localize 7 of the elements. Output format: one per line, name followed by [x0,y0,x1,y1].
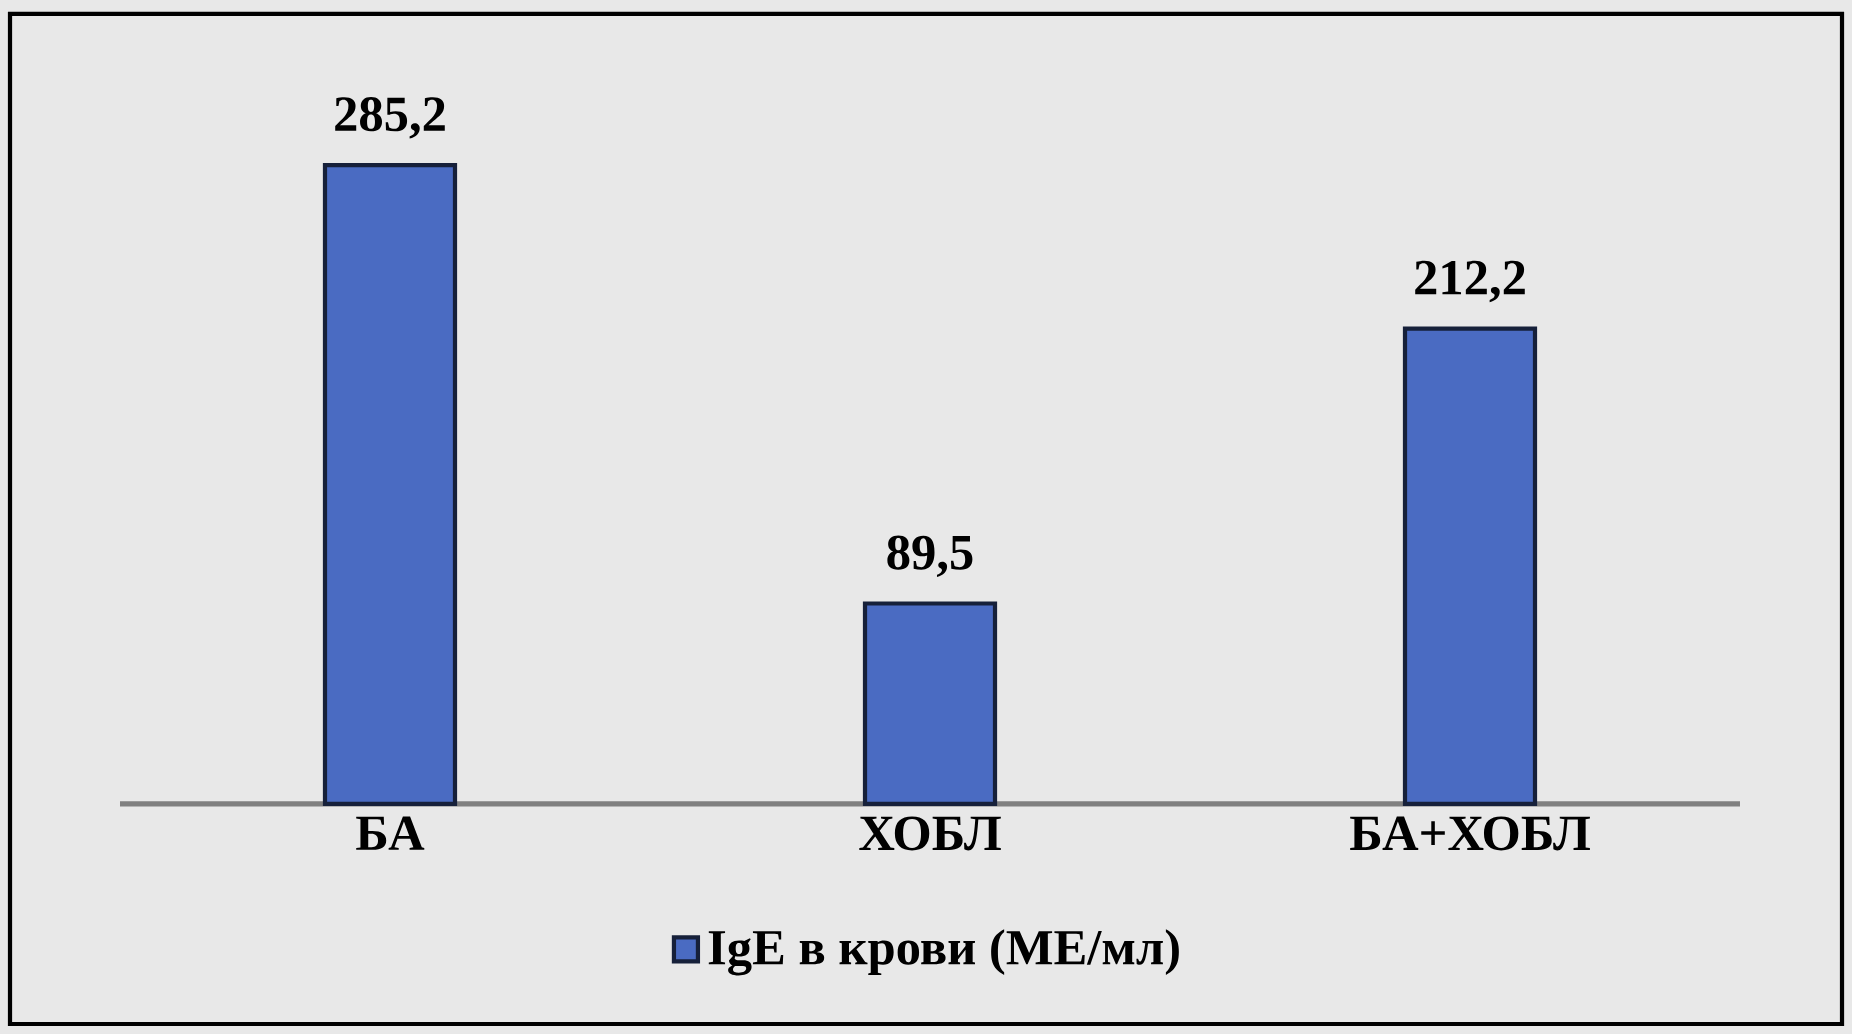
legend-label: IgE в крови (МЕ/мл) [708,929,1179,976]
data-label: 212,2 [1415,260,1525,303]
x-tick-label: БА [356,816,425,850]
x-tick-label: БА+ХОБЛ [1350,816,1590,851]
data-label: 285,2 [335,97,445,139]
x-tick-label: ХОБЛ [859,816,1001,851]
data-label: 89,5 [887,535,973,578]
